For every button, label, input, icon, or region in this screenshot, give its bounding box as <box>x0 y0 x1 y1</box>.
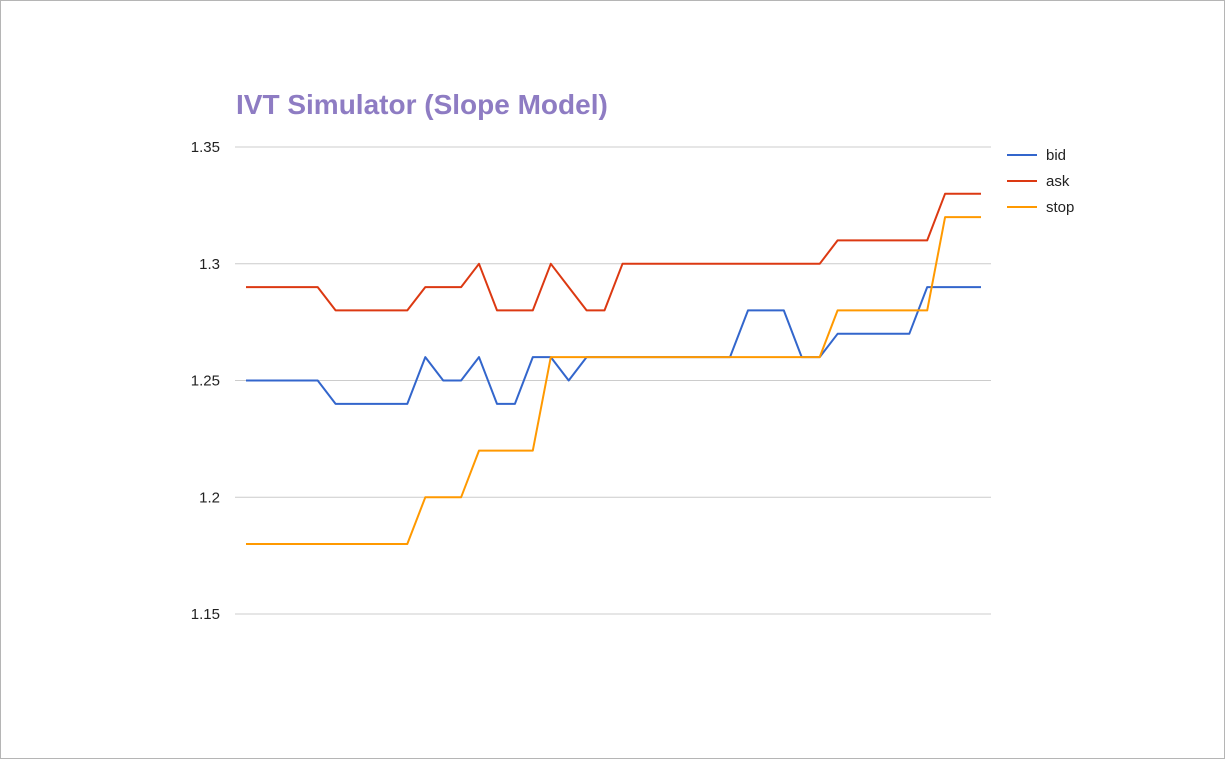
y-tick-label: 1.25 <box>191 373 220 390</box>
series-lines <box>246 192 981 545</box>
legend-label-bid: bid <box>1046 147 1066 164</box>
series-line-ask <box>246 192 981 312</box>
y-axis-ticks: 1.35 1.3 1.25 1.2 1.15 <box>191 139 220 623</box>
y-tick-label: 1.35 <box>191 139 220 156</box>
legend-label-stop: stop <box>1046 199 1074 216</box>
gridlines <box>235 146 991 615</box>
y-tick-label: 1.3 <box>199 256 220 273</box>
series-line-stop <box>246 216 981 545</box>
y-tick-label: 1.2 <box>199 489 220 506</box>
legend-label-ask: ask <box>1046 173 1070 190</box>
chart-title: IVT Simulator (Slope Model) <box>236 89 608 120</box>
series-line-bid <box>246 286 981 405</box>
legend: bid ask stop <box>1007 147 1074 216</box>
y-tick-label: 1.15 <box>191 606 220 623</box>
